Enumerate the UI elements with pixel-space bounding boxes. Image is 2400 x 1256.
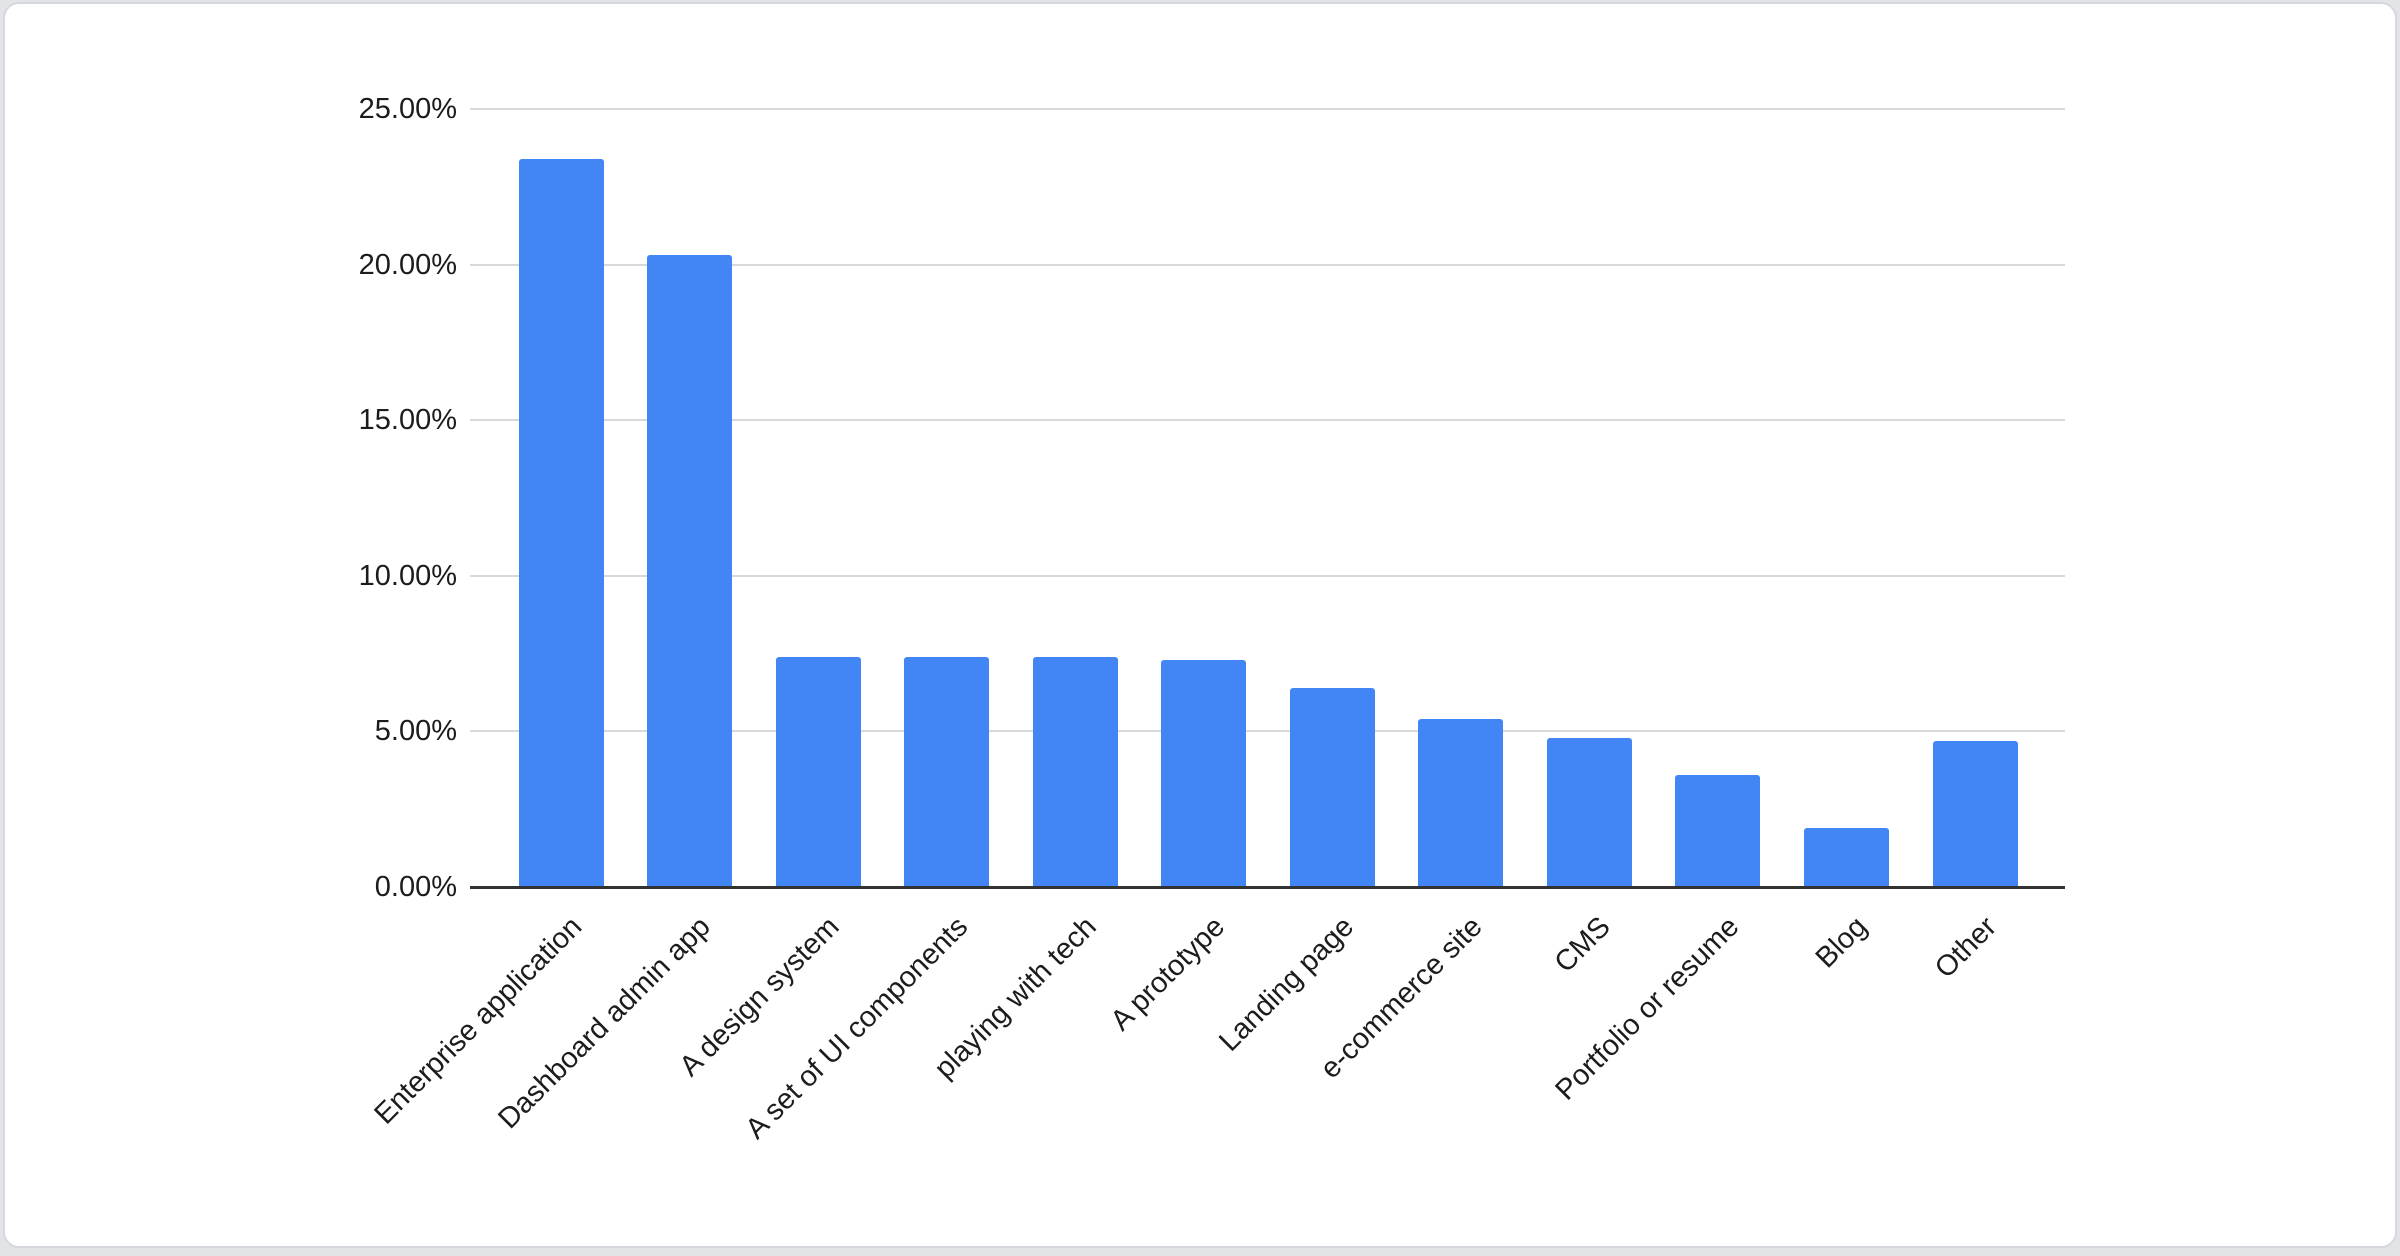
bar bbox=[1289, 687, 1375, 887]
x-axis-category-label: A set of UI components bbox=[739, 910, 974, 1146]
gridline bbox=[470, 574, 2065, 577]
bar bbox=[1546, 737, 1632, 887]
y-axis-tick-label: 25.00% bbox=[358, 93, 457, 125]
gridline bbox=[470, 419, 2065, 422]
y-axis-tick-label: 0.00% bbox=[374, 871, 457, 903]
bar bbox=[1804, 827, 1889, 887]
bar-chart: 0.00% 5.00% 10.00% 15.00% 20.00% 25.00% Enterp… bbox=[5, 4, 2395, 1246]
x-axis-line bbox=[470, 886, 2065, 889]
chart-card: 0.00% 5.00% 10.00% 15.00% 20.00% 25.00% Enterp… bbox=[3, 2, 2397, 1248]
bar bbox=[1161, 659, 1247, 887]
bar bbox=[1675, 774, 1761, 887]
y-axis-tick-label: 5.00% bbox=[374, 715, 457, 748]
bar bbox=[647, 255, 733, 887]
bar bbox=[775, 656, 861, 887]
gridline bbox=[470, 108, 2065, 110]
x-axis-category-label: A prototype bbox=[1104, 910, 1232, 1038]
bar bbox=[1932, 740, 2018, 887]
bar bbox=[904, 656, 990, 887]
gridline bbox=[470, 730, 2065, 733]
bar bbox=[1418, 718, 1504, 887]
x-axis-category-label: Blog bbox=[1810, 910, 1874, 975]
y-axis-tick-label: 10.00% bbox=[358, 559, 457, 592]
bar bbox=[1032, 656, 1118, 887]
x-axis-category-label: Other bbox=[1928, 910, 2003, 985]
x-axis-category-label: CMS bbox=[1548, 910, 1617, 979]
y-axis-tick-label: 15.00% bbox=[358, 404, 457, 437]
bar bbox=[518, 158, 604, 887]
x-axis-category-label: Dashboard admin app bbox=[492, 910, 717, 1136]
y-axis-tick-label: 20.00% bbox=[358, 248, 457, 281]
gridline bbox=[470, 263, 2065, 266]
x-axis-category-label: Enterprise application bbox=[368, 910, 589, 1131]
